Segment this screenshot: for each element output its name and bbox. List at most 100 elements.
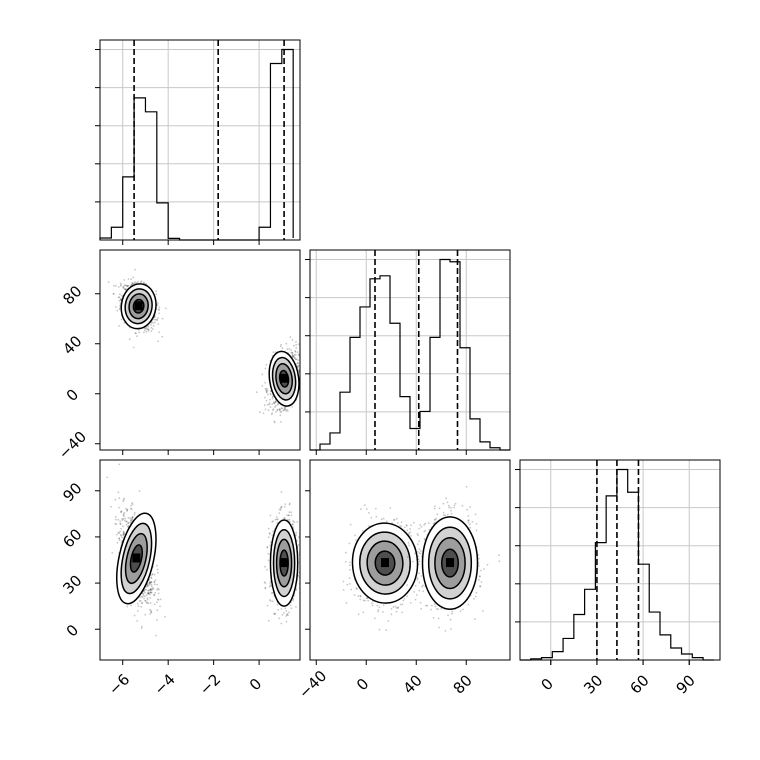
- scatter-point: [290, 349, 293, 351]
- scatter-point: [117, 491, 120, 494]
- scatter-point: [435, 607, 438, 610]
- scatter-point: [355, 539, 357, 541]
- scatter-point: [419, 601, 422, 604]
- scatter-point: [283, 406, 286, 409]
- scatter-point: [119, 297, 122, 300]
- scatter-point: [123, 533, 126, 535]
- scatter-point: [131, 518, 134, 521]
- scatter-point: [385, 629, 388, 632]
- scatter-point: [129, 507, 132, 510]
- scatter-point: [279, 408, 281, 411]
- scatter-point: [498, 554, 500, 557]
- scatter-point: [147, 584, 150, 587]
- scatter-point: [288, 503, 291, 506]
- scatter-point: [286, 410, 289, 412]
- scatter-point: [113, 284, 115, 287]
- scatter-point: [121, 518, 124, 520]
- scatter-point: [345, 602, 348, 604]
- scatter-point: [292, 355, 295, 357]
- scatter-point: [118, 296, 121, 299]
- scatter-point: [370, 602, 373, 605]
- scatter-point: [291, 354, 294, 357]
- scatter-point: [297, 364, 300, 367]
- scatter-point: [296, 351, 299, 353]
- scatter-point: [378, 628, 381, 631]
- scatter-point: [150, 585, 153, 588]
- scatter-point: [119, 304, 121, 307]
- scatter-point: [405, 524, 408, 526]
- scatter-point: [151, 587, 154, 590]
- scatter-point: [118, 539, 121, 542]
- scatter-point: [146, 328, 149, 330]
- scatter-point: [264, 565, 266, 568]
- scatter-point: [122, 513, 125, 515]
- scatter-point: [292, 356, 295, 359]
- scatter-point: [124, 288, 127, 291]
- scatter-point: [264, 582, 267, 584]
- scatter-point: [155, 634, 157, 637]
- scatter-point: [153, 581, 156, 584]
- scatter-point: [271, 521, 274, 523]
- scatter-point: [120, 534, 123, 537]
- scatter-point: [291, 523, 294, 526]
- scatter-point: [281, 347, 284, 350]
- scatter-point: [361, 530, 364, 532]
- scatter-point: [293, 355, 295, 358]
- scatter-point: [349, 568, 351, 571]
- scatter-point: [149, 602, 152, 604]
- scatter-point: [284, 503, 287, 505]
- scatter-point: [144, 600, 147, 602]
- scatter-point: [153, 580, 156, 583]
- scatter-point: [269, 406, 272, 408]
- scatter-point: [265, 390, 268, 392]
- scatter-point: [147, 328, 150, 331]
- scatter-point: [152, 324, 155, 327]
- scatter-point: [158, 588, 161, 591]
- scatter-point: [426, 604, 429, 607]
- scatter-point: [346, 583, 349, 586]
- scatter-point: [150, 611, 153, 613]
- scatter-point: [156, 598, 159, 601]
- scatter-point: [150, 588, 152, 591]
- scatter-point: [474, 513, 477, 516]
- scatter-point: [155, 293, 158, 296]
- scatter-point: [143, 590, 146, 593]
- scatter-point: [285, 342, 288, 345]
- scatter-point: [366, 597, 368, 599]
- scatter-point: [124, 288, 127, 291]
- scatter-point: [277, 402, 279, 405]
- scatter-point: [151, 588, 154, 591]
- scatter-point: [107, 281, 110, 283]
- scatter-point: [353, 594, 356, 597]
- scatter-point: [286, 614, 288, 616]
- scatter-point: [127, 525, 130, 527]
- scatter-point: [136, 620, 139, 622]
- p1-marginal-frame: [99, 39, 301, 241]
- scatter-point: [154, 321, 156, 324]
- scatter-point: [159, 605, 161, 608]
- scatter-point: [294, 351, 297, 353]
- scatter-point: [345, 551, 347, 554]
- scatter-point: [147, 585, 149, 587]
- scatter-point: [280, 407, 283, 409]
- density-peak: [134, 301, 143, 311]
- scatter-point: [301, 571, 303, 573]
- scatter-point: [303, 376, 305, 378]
- scatter-point: [264, 587, 267, 590]
- scatter-point: [150, 591, 153, 594]
- scatter-point: [131, 516, 134, 519]
- scatter-point: [120, 528, 122, 530]
- scatter-point: [264, 381, 266, 384]
- scatter-point: [410, 535, 412, 537]
- scatter-point: [134, 268, 136, 271]
- scatter-point: [147, 592, 150, 595]
- scatter-point: [112, 293, 115, 295]
- scatter-point: [387, 620, 390, 622]
- scatter-point: [120, 318, 123, 321]
- scatter-point: [130, 519, 132, 522]
- scatter-point: [380, 518, 383, 521]
- scatter-point: [143, 331, 145, 334]
- scatter-point: [295, 358, 298, 360]
- scatter-point: [478, 557, 480, 560]
- scatter-point: [365, 508, 368, 510]
